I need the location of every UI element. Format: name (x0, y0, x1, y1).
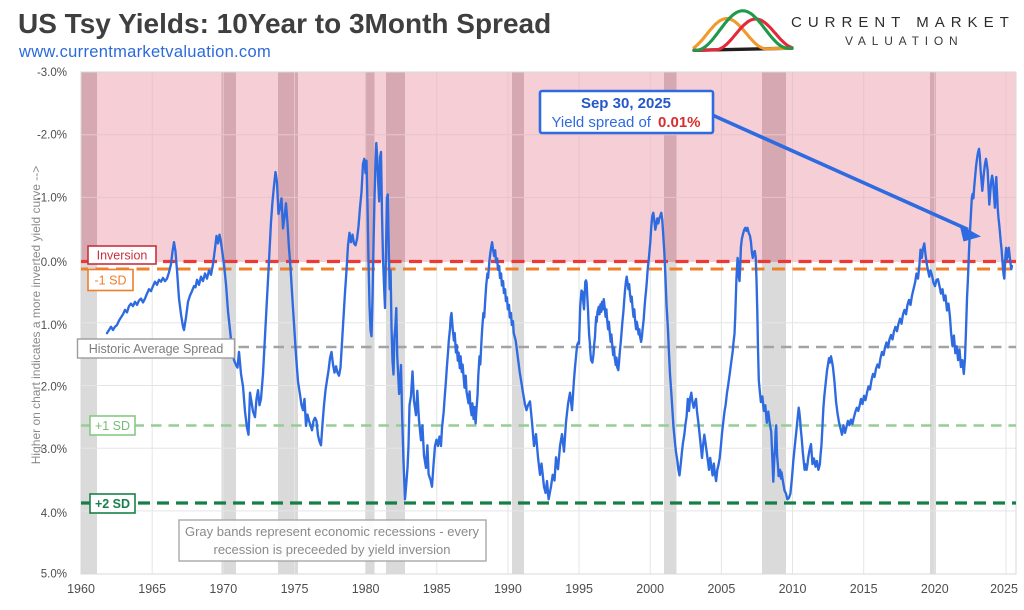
svg-text:1970: 1970 (209, 582, 237, 596)
svg-text:2025: 2025 (990, 582, 1018, 596)
svg-text:Sep 30, 2025: Sep 30, 2025 (581, 95, 671, 112)
svg-text:4.0%: 4.0% (41, 508, 67, 520)
svg-text:-1.0%: -1.0% (37, 192, 67, 204)
svg-text:recession is preceeded by yiel: recession is preceeded by yield inversio… (213, 542, 450, 557)
svg-text:0.0%: 0.0% (41, 257, 67, 269)
svg-text:2010: 2010 (779, 582, 807, 596)
svg-text:2015: 2015 (850, 582, 878, 596)
svg-text:-2.0%: -2.0% (37, 130, 67, 142)
svg-text:Yield spread of0.01%: Yield spread of 0.01% (551, 114, 700, 131)
svg-text:5.0%: 5.0% (41, 569, 67, 581)
svg-text:+1 SD: +1 SD (95, 419, 130, 433)
svg-text:2020: 2020 (921, 582, 949, 596)
svg-text:Higher on chart indicates a mo: Higher on chart indicates a more inverte… (29, 166, 43, 464)
svg-text:Historic Average Spread: Historic Average Spread (89, 342, 224, 356)
svg-text:-1 SD: -1 SD (95, 274, 127, 288)
svg-text:1975: 1975 (281, 582, 309, 596)
svg-text:1980: 1980 (352, 582, 380, 596)
svg-text:2.0%: 2.0% (41, 382, 67, 394)
svg-text:2005: 2005 (707, 582, 735, 596)
svg-text:Gray bands represent economic: Gray bands represent economic recessions… (185, 524, 480, 539)
svg-text:Inversion: Inversion (97, 249, 148, 263)
svg-text:1995: 1995 (565, 582, 593, 596)
svg-text:2000: 2000 (636, 582, 664, 596)
svg-text:1.0%: 1.0% (41, 320, 67, 332)
svg-text:1960: 1960 (67, 582, 95, 596)
svg-text:-3.0%: -3.0% (37, 67, 67, 79)
svg-text:+2 SD: +2 SD (95, 497, 130, 511)
svg-text:1965: 1965 (138, 582, 166, 596)
svg-text:1985: 1985 (423, 582, 451, 596)
svg-text:1990: 1990 (494, 582, 522, 596)
svg-text:3.0%: 3.0% (41, 444, 67, 456)
